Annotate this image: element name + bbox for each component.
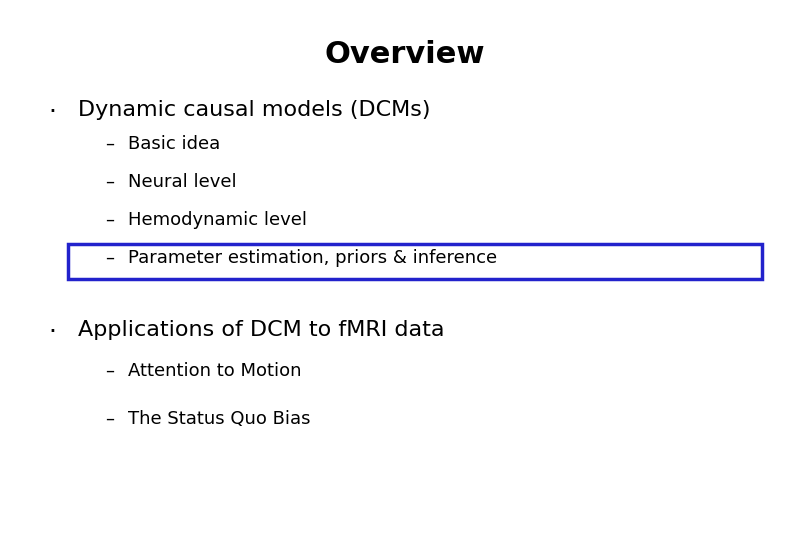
Text: The Status Quo Bias: The Status Quo Bias xyxy=(128,410,310,428)
Text: Neural level: Neural level xyxy=(128,173,237,191)
Text: ·: · xyxy=(48,100,56,124)
Text: Attention to Motion: Attention to Motion xyxy=(128,362,301,380)
Text: Applications of DCM to fMRI data: Applications of DCM to fMRI data xyxy=(78,320,445,340)
Text: ·: · xyxy=(48,320,56,344)
Text: Basic idea: Basic idea xyxy=(128,135,220,153)
Text: –: – xyxy=(105,249,114,267)
Text: Dynamic causal models (DCMs): Dynamic causal models (DCMs) xyxy=(78,100,430,120)
Text: Parameter estimation, priors & inference: Parameter estimation, priors & inference xyxy=(128,249,497,267)
Text: –: – xyxy=(105,362,114,380)
Text: –: – xyxy=(105,173,114,191)
Text: –: – xyxy=(105,135,114,153)
Text: Hemodynamic level: Hemodynamic level xyxy=(128,211,307,229)
Text: –: – xyxy=(105,211,114,229)
Text: –: – xyxy=(105,410,114,428)
Text: Overview: Overview xyxy=(325,40,485,69)
